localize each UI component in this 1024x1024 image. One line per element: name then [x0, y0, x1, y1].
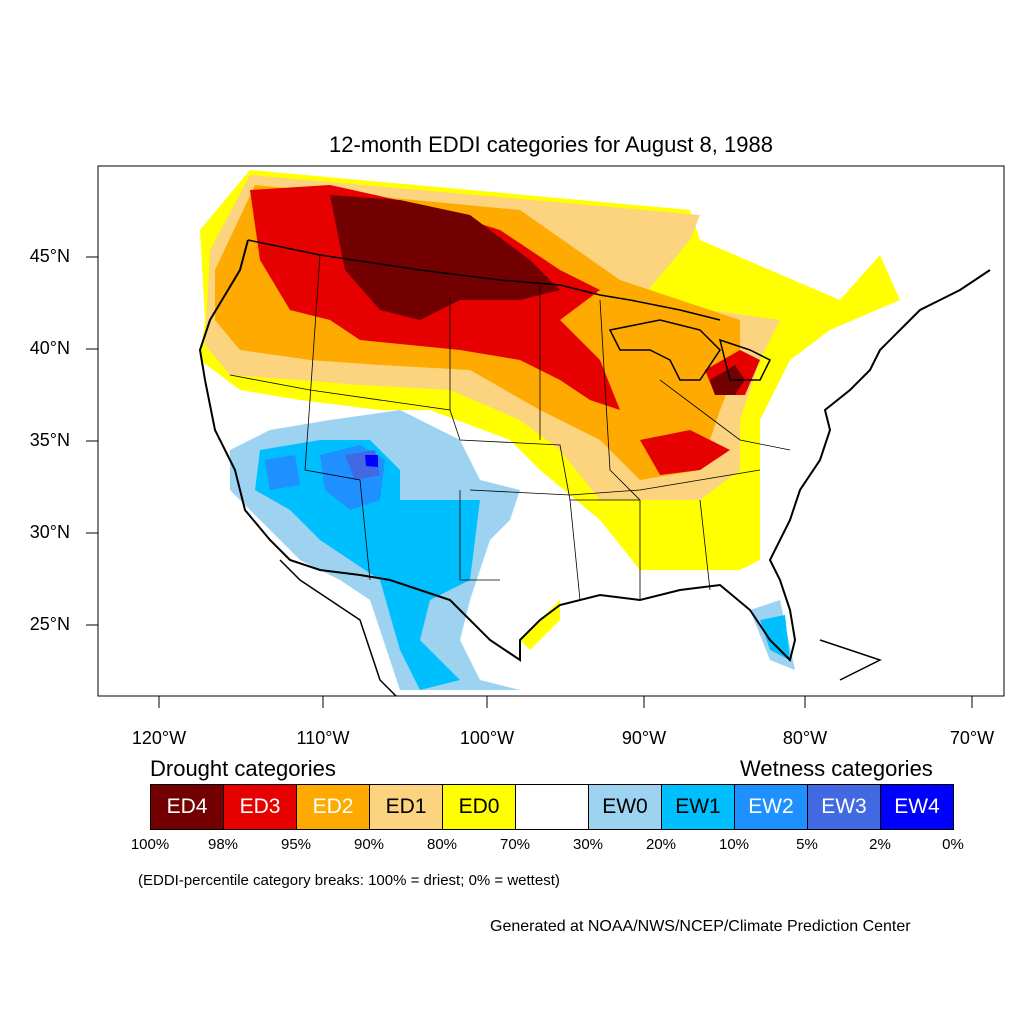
region-ed3 [640, 430, 730, 475]
lat-tick-label: 25°N [29, 614, 70, 634]
legend-swatch: ED2 [296, 784, 370, 830]
region-ew1 [255, 440, 480, 690]
lon-tick-label: 90°W [621, 728, 667, 748]
map-title: 12-month EDDI categories for August 8, 1… [329, 132, 773, 157]
legend-break-label: 5% [796, 836, 818, 853]
drought-heading: Drought categories [150, 756, 336, 781]
region-ew2 [265, 455, 300, 490]
legend-break-label: 20% [645, 836, 677, 853]
legend-swatch: EW4 [880, 784, 954, 830]
region-ed4 [330, 195, 560, 320]
category-shading [200, 170, 900, 690]
region-ew1 [760, 615, 790, 660]
lon-tick-label: 110°W [296, 728, 350, 748]
legend-swatch: ED4 [150, 784, 224, 830]
legend-break-label: 0% [942, 836, 964, 853]
legend-swatch: ED1 [369, 784, 443, 830]
lat-tick-label: 45°N [29, 246, 70, 266]
legend-break-label: 2% [869, 836, 891, 853]
legend-swatch: EW1 [661, 784, 735, 830]
legend-break-label: 100% [130, 836, 170, 853]
legend-break-label: 90% [353, 836, 385, 853]
legend-swatch: ED0 [442, 784, 516, 830]
legend-swatch: EW0 [588, 784, 662, 830]
legend-swatch [515, 784, 589, 830]
lat-tick-label: 40°N [29, 338, 70, 358]
lat-tick-label: 35°N [29, 430, 70, 450]
legend-note: (EDDI-percentile category breaks: 100% =… [138, 872, 560, 889]
region-ew4 [365, 455, 378, 467]
lon-tick-label: 70°W [949, 728, 995, 748]
legend-break-label: 80% [426, 836, 458, 853]
legend-break-label: 10% [718, 836, 750, 853]
legend-swatch: ED3 [223, 784, 297, 830]
credit-line: Generated at NOAA/NWS/NCEP/Climate Predi… [490, 918, 911, 935]
legend-break-label: 70% [499, 836, 531, 853]
map-frame [97, 165, 1005, 697]
region-ed0 [520, 600, 560, 650]
lat-tick-label: 30°N [29, 522, 70, 542]
legend-break-label: 98% [207, 836, 239, 853]
lon-tick-label: 80°W [782, 728, 828, 748]
legend-break-label: 95% [280, 836, 312, 853]
lon-tick-label: 100°W [459, 728, 515, 748]
tick-marks [86, 256, 973, 708]
region-ed4 [710, 365, 745, 395]
lon-tick-label: 120°W [131, 728, 187, 748]
legend-swatch: EW2 [734, 784, 808, 830]
legend-break-label: 30% [572, 836, 604, 853]
wetness-heading: Wetness categories [740, 756, 933, 781]
legend-swatch: EW3 [807, 784, 881, 830]
state-lines [229, 254, 791, 601]
